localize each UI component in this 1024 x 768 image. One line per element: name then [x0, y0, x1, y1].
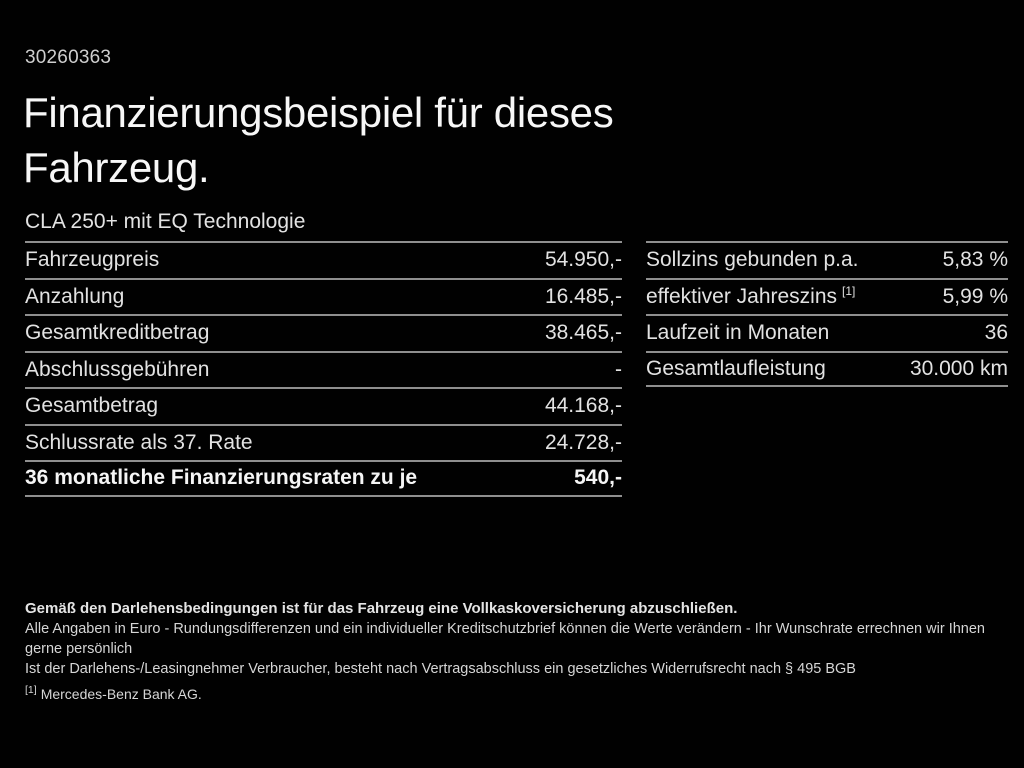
row-label: effektiver Jahreszins [1] [646, 283, 856, 308]
title-line-1: Finanzierungsbeispiel für dieses [23, 89, 614, 136]
row-value: 16.485,- [544, 284, 622, 308]
row-label: Fahrzeugpreis [25, 248, 160, 272]
row-value: 5,83 % [942, 248, 1008, 272]
footnote-ref-icon: [1] [842, 283, 856, 298]
vehicle-id: 30260363 [25, 47, 112, 68]
row-value: 44.168,- [544, 394, 622, 418]
row-value: 540,- [574, 466, 622, 490]
row-label: Gesamtlaufleistung [646, 356, 826, 380]
row-value: 36 [984, 321, 1008, 345]
table-row: Fahrzeugpreis 54.950,- [25, 241, 622, 278]
footnote-marker: [1] [25, 684, 37, 697]
row-label: Anzahlung [25, 284, 125, 308]
row-label: Sollzins gebunden p.a. [646, 248, 859, 272]
row-value: 24.728,- [544, 430, 622, 454]
table-row: Anzahlung 16.485,- [25, 277, 622, 315]
euro-rounding-note: Alle Angaben in Euro - Rundungsdifferenz… [25, 621, 985, 657]
vehicle-model: CLA 250+ mit EQ Technologie [25, 210, 306, 233]
table-row: Laufzeit in Monaten 36 [646, 314, 1008, 351]
row-label: Gesamtbetrag [25, 394, 159, 418]
row-value: 5,99 % [942, 284, 1008, 308]
title-line-2: Fahrzeug. [23, 144, 210, 191]
row-label: Abschlussgebühren [25, 357, 210, 381]
finance-table-left: Fahrzeugpreis 54.950,- Anzahlung 16.485,… [25, 241, 622, 497]
row-label: Gesamtkreditbetrag [25, 321, 210, 345]
row-label: 36 monatliche Finanzierungsraten zu je [25, 466, 418, 490]
footer-notes: Gemäß den Darlehensbedingungen ist für d… [25, 599, 1010, 704]
table-row: Gesamtkreditbetrag 38.465,- [25, 314, 622, 351]
row-value: - [615, 357, 622, 381]
row-value: 38.465,- [544, 321, 622, 345]
row-value: 30.000 km [909, 356, 1008, 380]
page-title: Finanzierungsbeispiel für dieses Fahrzeu… [23, 85, 614, 195]
table-row-monthly-rate: 36 monatliche Finanzierungsraten zu je 5… [25, 460, 622, 497]
insurance-note: Gemäß den Darlehensbedingungen ist für d… [25, 600, 738, 617]
row-value: 54.950,- [544, 248, 622, 272]
table-row: Gesamtlaufleistung 30.000 km [646, 350, 1008, 387]
footnote-text: Mercedes-Benz Bank AG. [40, 686, 202, 702]
table-row: Schlussrate als 37. Rate 24.728,- [25, 423, 622, 461]
table-row: Gesamtbetrag 44.168,- [25, 387, 622, 424]
table-row: effektiver Jahreszins [1] 5,99 % [646, 277, 1008, 315]
table-row: Abschlussgebühren - [25, 350, 622, 388]
withdrawal-right-note: Ist der Darlehens-/Leasingnehmer Verbrau… [25, 661, 856, 677]
table-row: Sollzins gebunden p.a. 5,83 % [646, 241, 1008, 278]
row-label: Laufzeit in Monaten [646, 321, 830, 345]
row-label: Schlussrate als 37. Rate [25, 430, 253, 454]
finance-table-right: Sollzins gebunden p.a. 5,83 % effektiver… [646, 241, 1008, 387]
bank-footnote: [1] Mercedes-Benz Bank AG. [25, 685, 1010, 704]
